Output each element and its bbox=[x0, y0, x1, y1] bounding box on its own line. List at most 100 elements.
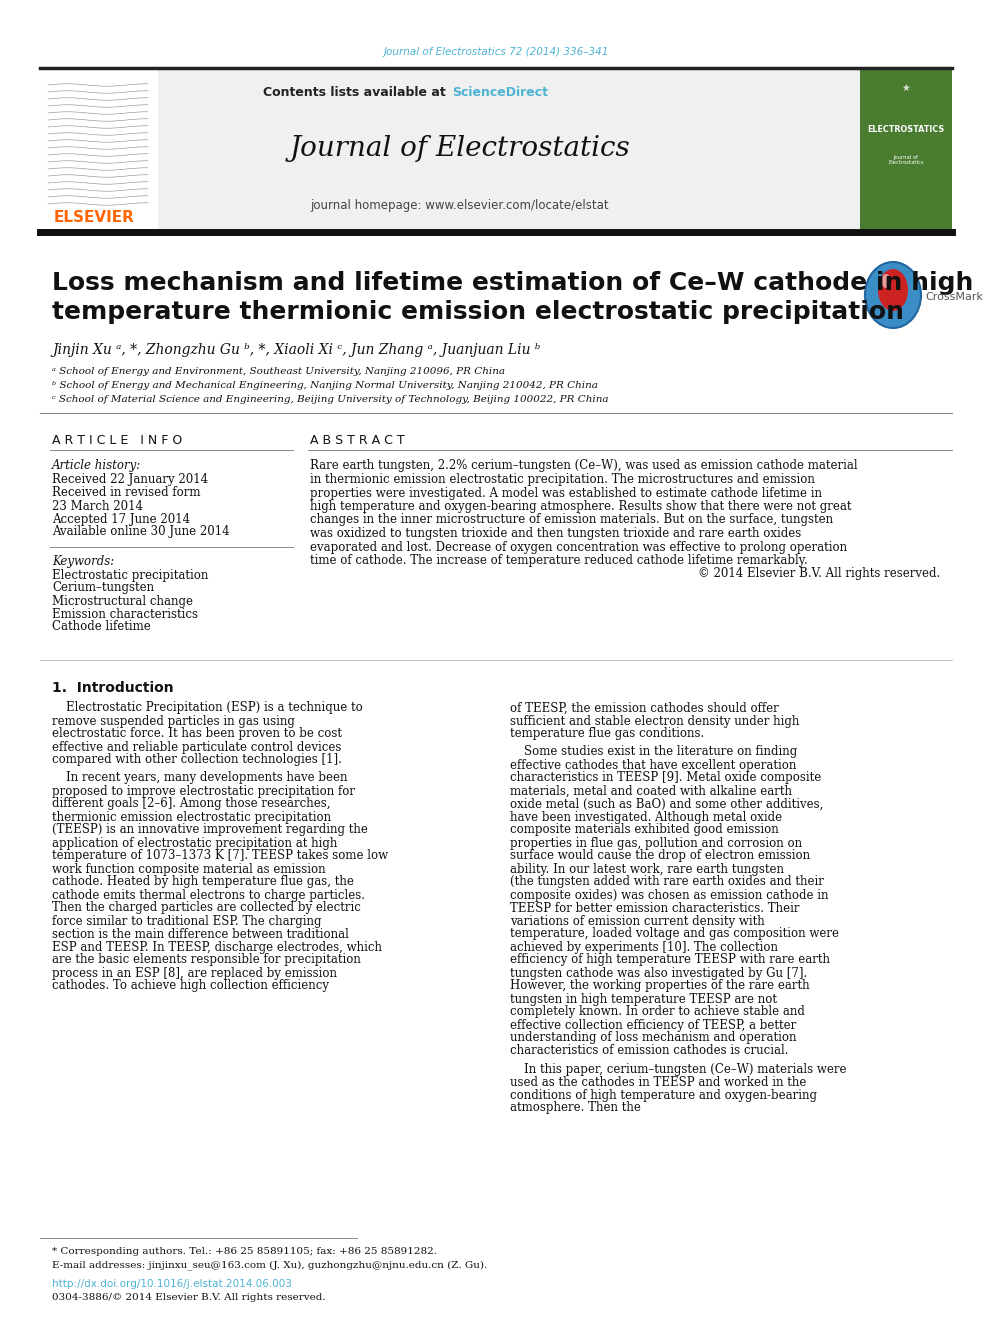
Text: process in an ESP [8], are replaced by emission: process in an ESP [8], are replaced by e… bbox=[52, 967, 337, 979]
Text: electrostatic force. It has been proven to be cost: electrostatic force. It has been proven … bbox=[52, 728, 342, 741]
Text: 1.  Introduction: 1. Introduction bbox=[52, 681, 174, 695]
Text: work function composite material as emission: work function composite material as emis… bbox=[52, 863, 325, 876]
Text: ESP and TEESP. In TEESP, discharge electrodes, which: ESP and TEESP. In TEESP, discharge elect… bbox=[52, 941, 382, 954]
Text: Electrostatic Precipitation (ESP) is a technique to: Electrostatic Precipitation (ESP) is a t… bbox=[66, 701, 363, 714]
Text: Available online 30 June 2014: Available online 30 June 2014 bbox=[52, 525, 229, 538]
Ellipse shape bbox=[878, 269, 908, 311]
Text: cathode emits thermal electrons to charge particles.: cathode emits thermal electrons to charg… bbox=[52, 889, 365, 901]
Text: Journal of Electrostatics 72 (2014) 336–341: Journal of Electrostatics 72 (2014) 336–… bbox=[383, 48, 609, 57]
Text: (TEESP) is an innovative improvement regarding the: (TEESP) is an innovative improvement reg… bbox=[52, 823, 368, 836]
Text: CrossMark: CrossMark bbox=[925, 292, 983, 302]
Text: temperature flue gas conditions.: temperature flue gas conditions. bbox=[510, 728, 704, 741]
Text: effective and reliable particulate control devices: effective and reliable particulate contr… bbox=[52, 741, 341, 754]
Text: effective collection efficiency of TEESP, a better: effective collection efficiency of TEESP… bbox=[510, 1019, 797, 1032]
Text: application of electrostatic precipitation at high: application of electrostatic precipitati… bbox=[52, 836, 337, 849]
Text: A R T I C L E   I N F O: A R T I C L E I N F O bbox=[52, 434, 183, 446]
Text: © 2014 Elsevier B.V. All rights reserved.: © 2014 Elsevier B.V. All rights reserved… bbox=[697, 568, 940, 581]
Text: ᵃ School of Energy and Environment, Southeast University, Nanjing 210096, PR Chi: ᵃ School of Energy and Environment, Sout… bbox=[52, 368, 505, 377]
Text: ELECTROSTATICS: ELECTROSTATICS bbox=[867, 126, 944, 135]
Text: have been investigated. Although metal oxide: have been investigated. Although metal o… bbox=[510, 811, 782, 823]
Bar bbox=[860, 70, 952, 230]
Text: of TEESP, the emission cathodes should offer: of TEESP, the emission cathodes should o… bbox=[510, 701, 779, 714]
Text: composite oxides) was chosen as emission cathode in: composite oxides) was chosen as emission… bbox=[510, 889, 828, 901]
Text: Journal of Electrostatics: Journal of Electrostatics bbox=[290, 135, 630, 161]
Text: temperature of 1073–1373 K [7]. TEESP takes some low: temperature of 1073–1373 K [7]. TEESP ta… bbox=[52, 849, 388, 863]
Text: effective cathodes that have excellent operation: effective cathodes that have excellent o… bbox=[510, 758, 797, 771]
Text: tungsten in high temperature TEESP are not: tungsten in high temperature TEESP are n… bbox=[510, 992, 777, 1005]
Text: * Corresponding authors. Tel.: +86 25 85891105; fax: +86 25 85891282.: * Corresponding authors. Tel.: +86 25 85… bbox=[52, 1248, 437, 1257]
Text: temperature thermionic emission electrostatic precipitation: temperature thermionic emission electros… bbox=[52, 300, 904, 324]
Text: understanding of loss mechanism and operation: understanding of loss mechanism and oper… bbox=[510, 1032, 797, 1044]
Text: Journal of
Electrostatics: Journal of Electrostatics bbox=[888, 155, 924, 165]
Text: ability. In our latest work, rare earth tungsten: ability. In our latest work, rare earth … bbox=[510, 863, 784, 876]
Text: compared with other collection technologies [1].: compared with other collection technolog… bbox=[52, 754, 342, 766]
Text: ELSEVIER: ELSEVIER bbox=[54, 210, 135, 225]
Text: Loss mechanism and lifetime estimation of Ce–W cathode in high: Loss mechanism and lifetime estimation o… bbox=[52, 271, 973, 295]
Text: ᶜ School of Material Science and Engineering, Beijing University of Technology, : ᶜ School of Material Science and Enginee… bbox=[52, 396, 608, 405]
Text: cathodes. To achieve high collection efficiency: cathodes. To achieve high collection eff… bbox=[52, 979, 329, 992]
Text: composite materials exhibited good emission: composite materials exhibited good emiss… bbox=[510, 823, 779, 836]
Ellipse shape bbox=[865, 262, 921, 328]
Text: Accepted 17 June 2014: Accepted 17 June 2014 bbox=[52, 512, 190, 525]
Text: achieved by experiments [10]. The collection: achieved by experiments [10]. The collec… bbox=[510, 941, 778, 954]
Text: 0304-3886/© 2014 Elsevier B.V. All rights reserved.: 0304-3886/© 2014 Elsevier B.V. All right… bbox=[52, 1293, 325, 1302]
Text: http://dx.doi.org/10.1016/j.elstat.2014.06.003: http://dx.doi.org/10.1016/j.elstat.2014.… bbox=[52, 1279, 292, 1289]
Text: Electrostatic precipitation: Electrostatic precipitation bbox=[52, 569, 208, 582]
Text: force similar to traditional ESP. The charging: force similar to traditional ESP. The ch… bbox=[52, 914, 321, 927]
Text: time of cathode. The increase of temperature reduced cathode lifetime remarkably: time of cathode. The increase of tempera… bbox=[310, 554, 807, 568]
Text: A B S T R A C T: A B S T R A C T bbox=[310, 434, 405, 446]
Text: ScienceDirect: ScienceDirect bbox=[452, 86, 548, 98]
Text: section is the main difference between traditional: section is the main difference between t… bbox=[52, 927, 349, 941]
Text: properties in flue gas, pollution and corrosion on: properties in flue gas, pollution and co… bbox=[510, 836, 803, 849]
Text: ★: ★ bbox=[902, 83, 911, 93]
Text: Emission characteristics: Emission characteristics bbox=[52, 607, 198, 620]
Text: In this paper, cerium–tungsten (Ce–W) materials were: In this paper, cerium–tungsten (Ce–W) ma… bbox=[524, 1062, 846, 1076]
Text: In recent years, many developments have been: In recent years, many developments have … bbox=[66, 771, 347, 785]
Text: surface would cause the drop of electron emission: surface would cause the drop of electron… bbox=[510, 849, 810, 863]
Text: (the tungsten added with rare earth oxides and their: (the tungsten added with rare earth oxid… bbox=[510, 876, 824, 889]
Text: high temperature and oxygen-bearing atmosphere. Results show that there were not: high temperature and oxygen-bearing atmo… bbox=[310, 500, 851, 513]
Text: Received in revised form: Received in revised form bbox=[52, 487, 200, 500]
Text: proposed to improve electrostatic precipitation for: proposed to improve electrostatic precip… bbox=[52, 785, 355, 798]
Text: variations of emission current density with: variations of emission current density w… bbox=[510, 914, 765, 927]
Text: efficiency of high temperature TEESP with rare earth: efficiency of high temperature TEESP wit… bbox=[510, 954, 830, 967]
Text: oxide metal (such as BaO) and some other additives,: oxide metal (such as BaO) and some other… bbox=[510, 798, 823, 811]
Text: completely known. In order to achieve stable and: completely known. In order to achieve st… bbox=[510, 1005, 805, 1019]
Text: remove suspended particles in gas using: remove suspended particles in gas using bbox=[52, 714, 295, 728]
Text: E-mail addresses: jinjinxu_seu@163.com (J. Xu), guzhongzhu@njnu.edu.cn (Z. Gu).: E-mail addresses: jinjinxu_seu@163.com (… bbox=[52, 1259, 487, 1270]
Text: Keywords:: Keywords: bbox=[52, 554, 114, 568]
Text: temperature, loaded voltage and gas composition were: temperature, loaded voltage and gas comp… bbox=[510, 927, 839, 941]
Text: conditions of high temperature and oxygen-bearing: conditions of high temperature and oxyge… bbox=[510, 1089, 817, 1102]
Text: Then the charged particles are collected by electric: Then the charged particles are collected… bbox=[52, 901, 361, 914]
Text: Some studies exist in the literature on finding: Some studies exist in the literature on … bbox=[524, 745, 798, 758]
Text: characteristics of emission cathodes is crucial.: characteristics of emission cathodes is … bbox=[510, 1044, 789, 1057]
Text: However, the working properties of the rare earth: However, the working properties of the r… bbox=[510, 979, 809, 992]
Text: Jinjin Xu ᵃ, *, Zhongzhu Gu ᵇ, *, Xiaoli Xi ᶜ, Jun Zhang ᵃ, Juanjuan Liu ᵇ: Jinjin Xu ᵃ, *, Zhongzhu Gu ᵇ, *, Xiaoli… bbox=[52, 343, 541, 357]
Text: atmosphere. Then the: atmosphere. Then the bbox=[510, 1102, 641, 1114]
Text: properties were investigated. A model was established to estimate cathode lifeti: properties were investigated. A model wa… bbox=[310, 487, 822, 500]
Text: sufficient and stable electron density under high: sufficient and stable electron density u… bbox=[510, 714, 800, 728]
Text: are the basic elements responsible for precipitation: are the basic elements responsible for p… bbox=[52, 954, 361, 967]
Text: 23 March 2014: 23 March 2014 bbox=[52, 500, 143, 512]
Text: tungsten cathode was also investigated by Gu [7].: tungsten cathode was also investigated b… bbox=[510, 967, 807, 979]
Text: Contents lists available at: Contents lists available at bbox=[263, 86, 450, 98]
Text: Article history:: Article history: bbox=[52, 459, 141, 472]
Text: cathode. Heated by high temperature flue gas, the: cathode. Heated by high temperature flue… bbox=[52, 876, 354, 889]
Text: changes in the inner microstructure of emission materials. But on the surface, t: changes in the inner microstructure of e… bbox=[310, 513, 833, 527]
Text: used as the cathodes in TEESP and worked in the: used as the cathodes in TEESP and worked… bbox=[510, 1076, 806, 1089]
Text: Cathode lifetime: Cathode lifetime bbox=[52, 620, 151, 634]
Text: different goals [2–6]. Among those researches,: different goals [2–6]. Among those resea… bbox=[52, 798, 330, 811]
Text: characteristics in TEESP [9]. Metal oxide composite: characteristics in TEESP [9]. Metal oxid… bbox=[510, 771, 821, 785]
Text: Received 22 January 2014: Received 22 January 2014 bbox=[52, 474, 208, 487]
Text: thermionic emission electrostatic precipitation: thermionic emission electrostatic precip… bbox=[52, 811, 331, 823]
Ellipse shape bbox=[882, 274, 891, 288]
Bar bbox=[40, 70, 158, 230]
Bar bbox=[40, 70, 860, 230]
Text: journal homepage: www.elsevier.com/locate/elstat: journal homepage: www.elsevier.com/locat… bbox=[310, 198, 609, 212]
Text: evaporated and lost. Decrease of oxygen concentration was effective to prolong o: evaporated and lost. Decrease of oxygen … bbox=[310, 541, 847, 553]
Text: TEESP for better emission characteristics. Their: TEESP for better emission characteristic… bbox=[510, 901, 800, 914]
Text: materials, metal and coated with alkaline earth: materials, metal and coated with alkalin… bbox=[510, 785, 792, 798]
Text: Microstructural change: Microstructural change bbox=[52, 594, 193, 607]
Text: was oxidized to tungsten trioxide and then tungsten trioxide and rare earth oxid: was oxidized to tungsten trioxide and th… bbox=[310, 527, 802, 540]
Text: in thermionic emission electrostatic precipitation. The microstructures and emis: in thermionic emission electrostatic pre… bbox=[310, 474, 814, 486]
